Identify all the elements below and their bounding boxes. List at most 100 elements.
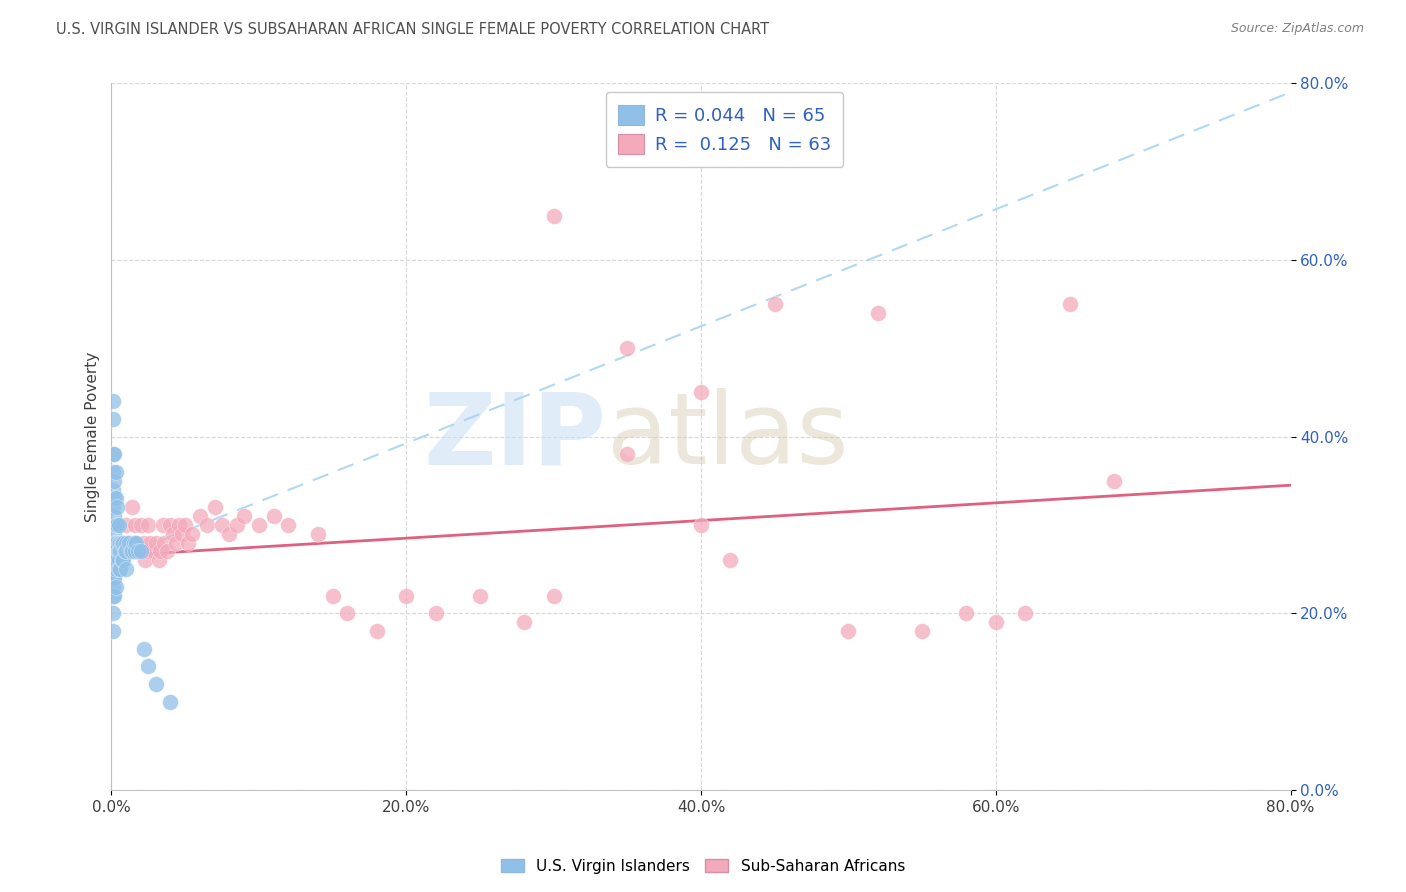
- Point: [690, 517, 713, 532]
- Point: [911, 624, 934, 638]
- Point: [105, 500, 128, 515]
- Point: [115, 517, 138, 532]
- Point: [104, 562, 127, 576]
- Point: [105, 553, 128, 567]
- Point: [124, 517, 146, 532]
- Point: [101, 606, 124, 620]
- Point: [211, 517, 233, 532]
- Point: [233, 509, 256, 524]
- Point: [111, 535, 134, 549]
- Point: [101, 517, 124, 532]
- Point: [153, 535, 176, 549]
- Point: [104, 465, 127, 479]
- Point: [118, 535, 141, 549]
- Point: [225, 517, 247, 532]
- Point: [955, 606, 977, 620]
- Point: [1059, 297, 1081, 311]
- Point: [104, 553, 127, 567]
- Point: [101, 589, 124, 603]
- Point: [162, 526, 184, 541]
- Point: [103, 535, 125, 549]
- Point: [142, 544, 165, 558]
- Point: [127, 544, 149, 558]
- Point: [104, 580, 127, 594]
- Point: [513, 615, 536, 629]
- Point: [156, 544, 179, 558]
- Point: [107, 517, 129, 532]
- Point: [110, 544, 132, 558]
- Point: [114, 544, 136, 558]
- Point: [101, 553, 124, 567]
- Point: [101, 500, 124, 515]
- Point: [321, 589, 343, 603]
- Point: [204, 500, 226, 515]
- Point: [690, 385, 713, 400]
- Point: [159, 694, 181, 708]
- Point: [720, 553, 742, 567]
- Point: [1102, 474, 1125, 488]
- Point: [984, 615, 1007, 629]
- Point: [167, 517, 190, 532]
- Point: [145, 677, 167, 691]
- Legend: U.S. Virgin Islanders, Sub-Saharan Africans: U.S. Virgin Islanders, Sub-Saharan Afric…: [495, 853, 911, 880]
- Point: [616, 447, 638, 461]
- Point: [174, 517, 197, 532]
- Point: [107, 553, 129, 567]
- Point: [132, 535, 155, 549]
- Point: [103, 474, 125, 488]
- Point: [118, 535, 141, 549]
- Point: [181, 526, 204, 541]
- Point: [112, 535, 135, 549]
- Point: [122, 535, 145, 549]
- Point: [110, 562, 132, 576]
- Point: [103, 553, 125, 567]
- Point: [115, 535, 138, 549]
- Point: [103, 447, 125, 461]
- Point: [101, 412, 124, 426]
- Point: [152, 517, 174, 532]
- Legend: R = 0.044   N = 65, R =  0.125   N = 63: R = 0.044 N = 65, R = 0.125 N = 63: [606, 93, 844, 167]
- Text: ZIP: ZIP: [423, 388, 606, 485]
- Point: [103, 544, 125, 558]
- Text: Source: ZipAtlas.com: Source: ZipAtlas.com: [1230, 22, 1364, 36]
- Point: [145, 535, 167, 549]
- Point: [543, 589, 565, 603]
- Point: [115, 544, 138, 558]
- Point: [148, 553, 170, 567]
- Point: [101, 483, 124, 497]
- Point: [115, 562, 138, 576]
- Point: [218, 526, 240, 541]
- Point: [247, 517, 270, 532]
- Point: [107, 562, 129, 576]
- Point: [101, 580, 124, 594]
- Point: [307, 526, 329, 541]
- Point: [107, 544, 129, 558]
- Point: [866, 306, 889, 320]
- Point: [103, 526, 125, 541]
- Point: [149, 544, 172, 558]
- Point: [125, 535, 148, 549]
- Point: [124, 544, 146, 558]
- Point: [101, 465, 124, 479]
- Point: [159, 517, 181, 532]
- Point: [136, 517, 159, 532]
- Point: [111, 553, 134, 567]
- Point: [101, 447, 124, 461]
- Point: [101, 535, 124, 549]
- Point: [103, 509, 125, 524]
- Point: [101, 562, 124, 576]
- Point: [263, 509, 285, 524]
- Point: [132, 641, 155, 656]
- Y-axis label: Single Female Poverty: Single Female Poverty: [86, 351, 100, 522]
- Point: [277, 517, 299, 532]
- Point: [120, 544, 142, 558]
- Point: [425, 606, 447, 620]
- Point: [129, 544, 152, 558]
- Point: [125, 535, 148, 549]
- Point: [121, 500, 143, 515]
- Point: [107, 535, 129, 549]
- Point: [136, 659, 159, 673]
- Point: [395, 589, 418, 603]
- Point: [837, 624, 859, 638]
- Point: [336, 606, 359, 620]
